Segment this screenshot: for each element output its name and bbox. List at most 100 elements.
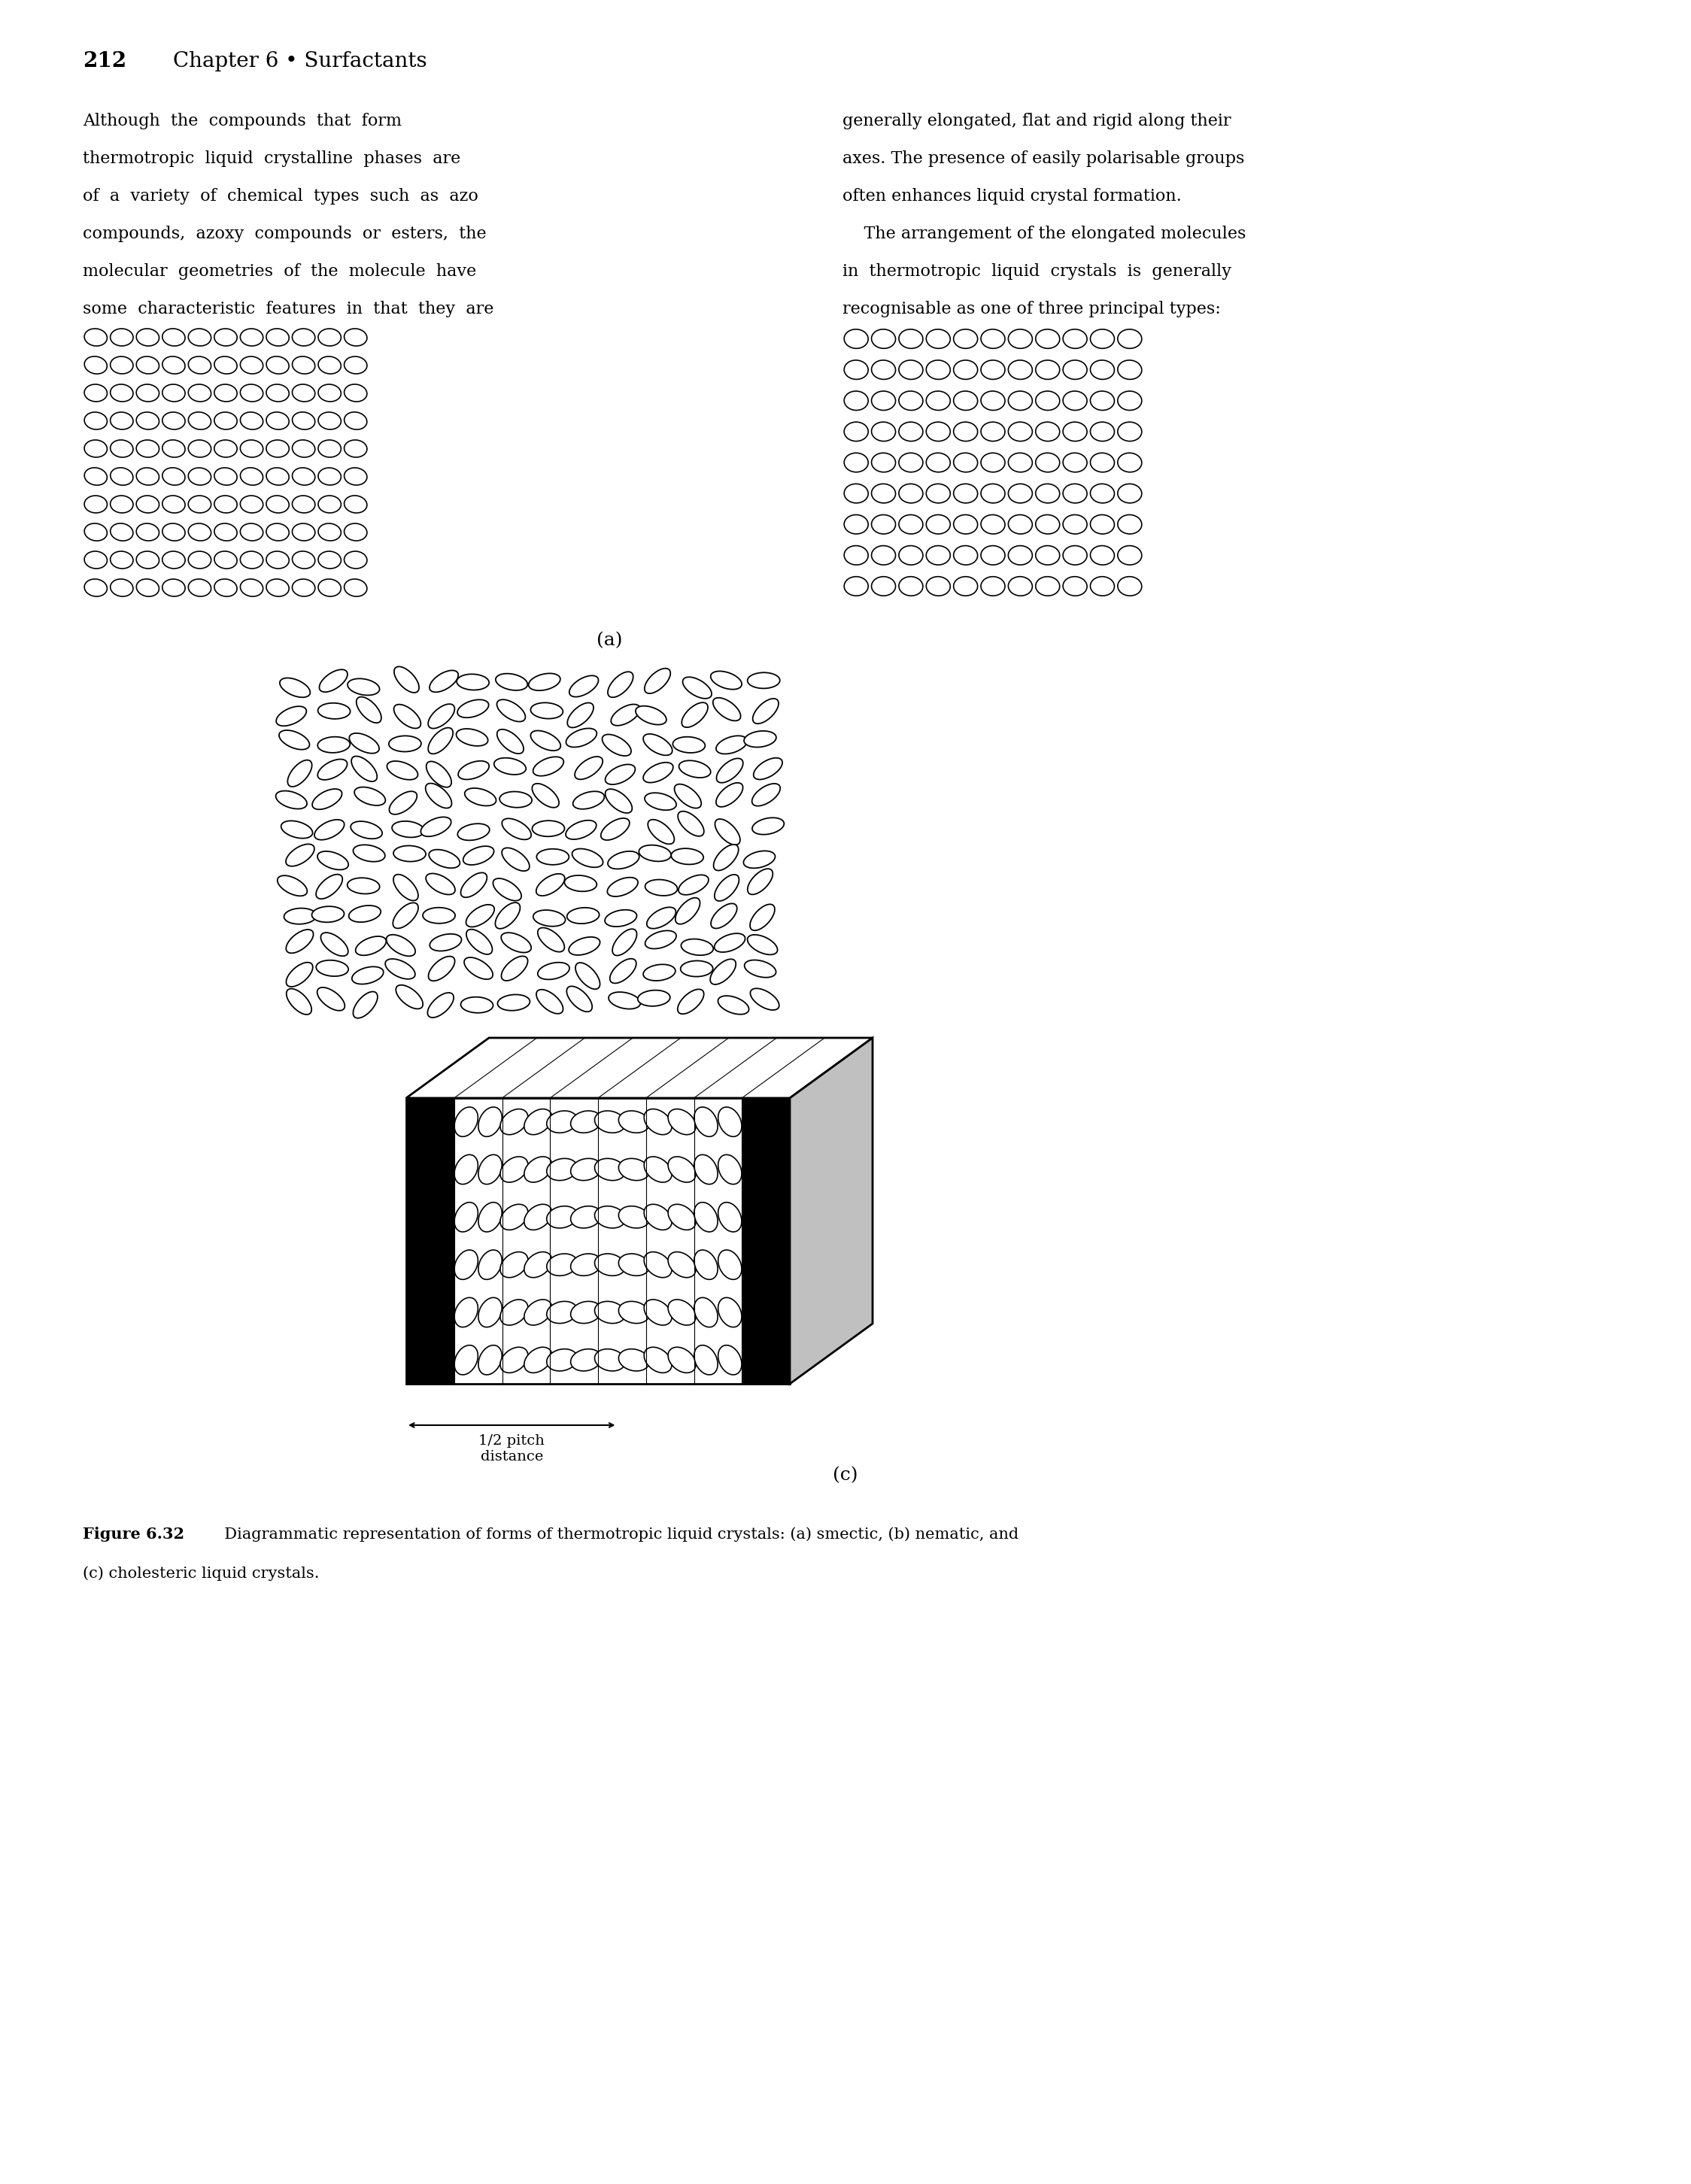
Ellipse shape bbox=[570, 1350, 602, 1372]
Ellipse shape bbox=[693, 1249, 717, 1280]
Text: (c): (c) bbox=[834, 1465, 857, 1483]
Ellipse shape bbox=[188, 356, 211, 373]
Ellipse shape bbox=[524, 1299, 551, 1326]
Ellipse shape bbox=[927, 485, 950, 502]
Ellipse shape bbox=[673, 736, 705, 753]
Ellipse shape bbox=[392, 902, 418, 928]
Ellipse shape bbox=[533, 821, 565, 836]
Ellipse shape bbox=[501, 1251, 528, 1278]
Ellipse shape bbox=[643, 762, 673, 782]
Bar bbox=[742, 1099, 790, 1385]
Text: axes. The presence of easily polarisable groups: axes. The presence of easily polarisable… bbox=[842, 151, 1245, 166]
Ellipse shape bbox=[754, 758, 783, 780]
Ellipse shape bbox=[318, 579, 342, 596]
Ellipse shape bbox=[900, 330, 923, 349]
Ellipse shape bbox=[531, 703, 563, 719]
Ellipse shape bbox=[355, 937, 386, 954]
Ellipse shape bbox=[345, 413, 367, 430]
Ellipse shape bbox=[1035, 485, 1060, 502]
Ellipse shape bbox=[110, 467, 134, 485]
Ellipse shape bbox=[1118, 391, 1141, 411]
Ellipse shape bbox=[644, 1251, 671, 1278]
Ellipse shape bbox=[646, 906, 676, 928]
Ellipse shape bbox=[1035, 330, 1060, 349]
Ellipse shape bbox=[286, 843, 315, 867]
Ellipse shape bbox=[137, 524, 159, 542]
Ellipse shape bbox=[162, 467, 184, 485]
Ellipse shape bbox=[546, 1350, 577, 1372]
Ellipse shape bbox=[455, 1249, 479, 1280]
Ellipse shape bbox=[215, 524, 237, 542]
Ellipse shape bbox=[345, 384, 367, 402]
Ellipse shape bbox=[467, 904, 494, 926]
Ellipse shape bbox=[85, 550, 107, 568]
Ellipse shape bbox=[162, 413, 184, 430]
Ellipse shape bbox=[479, 1249, 502, 1280]
Ellipse shape bbox=[497, 699, 526, 721]
Ellipse shape bbox=[162, 550, 184, 568]
Ellipse shape bbox=[110, 356, 134, 373]
Ellipse shape bbox=[423, 909, 455, 924]
Ellipse shape bbox=[644, 668, 670, 695]
Ellipse shape bbox=[644, 880, 678, 895]
Ellipse shape bbox=[293, 356, 315, 373]
Ellipse shape bbox=[752, 817, 785, 834]
Ellipse shape bbox=[714, 697, 741, 721]
Ellipse shape bbox=[1035, 452, 1060, 472]
Ellipse shape bbox=[981, 330, 1004, 349]
Ellipse shape bbox=[871, 546, 896, 566]
Ellipse shape bbox=[240, 384, 264, 402]
Ellipse shape bbox=[927, 391, 950, 411]
Ellipse shape bbox=[188, 550, 211, 568]
Ellipse shape bbox=[1091, 485, 1114, 502]
Ellipse shape bbox=[1035, 546, 1060, 566]
Ellipse shape bbox=[644, 1348, 671, 1374]
Ellipse shape bbox=[479, 1203, 502, 1232]
Ellipse shape bbox=[675, 784, 702, 808]
Ellipse shape bbox=[110, 496, 134, 513]
Ellipse shape bbox=[710, 959, 736, 985]
Ellipse shape bbox=[313, 788, 342, 810]
Ellipse shape bbox=[110, 384, 134, 402]
Ellipse shape bbox=[162, 496, 184, 513]
Bar bbox=[406, 1099, 790, 1385]
Ellipse shape bbox=[188, 579, 211, 596]
Ellipse shape bbox=[348, 679, 379, 695]
Ellipse shape bbox=[1118, 422, 1141, 441]
Ellipse shape bbox=[747, 673, 780, 688]
Ellipse shape bbox=[1118, 452, 1141, 472]
Ellipse shape bbox=[85, 579, 107, 596]
Bar bbox=[502, 1099, 550, 1385]
Ellipse shape bbox=[693, 1107, 717, 1136]
Ellipse shape bbox=[751, 904, 774, 930]
Ellipse shape bbox=[900, 452, 923, 472]
Ellipse shape bbox=[162, 524, 184, 542]
Ellipse shape bbox=[719, 1107, 742, 1136]
Bar bbox=[599, 1099, 646, 1385]
Ellipse shape bbox=[318, 852, 348, 869]
Ellipse shape bbox=[605, 911, 638, 926]
Ellipse shape bbox=[681, 939, 714, 954]
Ellipse shape bbox=[110, 413, 134, 430]
Bar bbox=[455, 1099, 502, 1385]
Ellipse shape bbox=[394, 705, 421, 727]
Ellipse shape bbox=[286, 963, 313, 987]
Ellipse shape bbox=[536, 989, 563, 1013]
Ellipse shape bbox=[265, 550, 289, 568]
Ellipse shape bbox=[752, 699, 778, 723]
Ellipse shape bbox=[286, 930, 313, 952]
Ellipse shape bbox=[668, 1203, 695, 1230]
Ellipse shape bbox=[538, 928, 565, 952]
Ellipse shape bbox=[389, 791, 418, 815]
Text: Although  the  compounds  that  form: Although the compounds that form bbox=[83, 114, 402, 129]
Ellipse shape bbox=[546, 1254, 577, 1275]
Ellipse shape bbox=[501, 957, 528, 981]
Ellipse shape bbox=[345, 579, 367, 596]
Ellipse shape bbox=[499, 791, 533, 808]
Ellipse shape bbox=[710, 670, 742, 690]
Text: recognisable as one of three principal types:: recognisable as one of three principal t… bbox=[842, 301, 1221, 317]
Ellipse shape bbox=[1118, 515, 1141, 533]
Ellipse shape bbox=[265, 439, 289, 456]
Ellipse shape bbox=[744, 852, 774, 869]
Ellipse shape bbox=[981, 360, 1004, 380]
